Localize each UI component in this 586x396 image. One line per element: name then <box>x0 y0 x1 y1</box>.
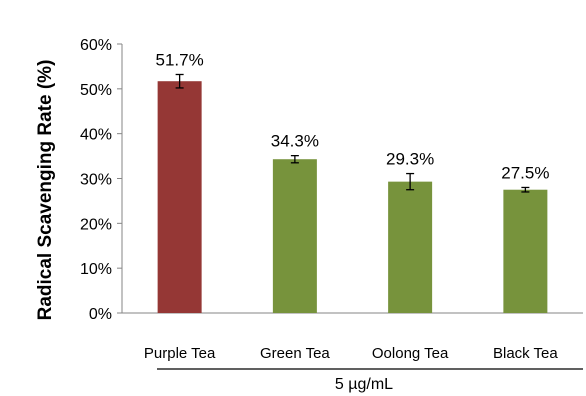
category-label: Oolong Tea <box>372 345 449 362</box>
error-bars-group <box>175 73 530 193</box>
y-axis-title: Radical Scavenging Rate (%) <box>35 60 56 321</box>
data-labels-group: 51.7% 34.3% 29.3% 27.5% <box>156 50 550 182</box>
bar-black-tea <box>503 189 548 313</box>
error-bar <box>290 154 299 164</box>
bar-green-tea <box>272 159 317 313</box>
group-label: 5 µg/mL <box>335 376 393 393</box>
error-bar <box>175 73 184 89</box>
y-tick-label: 50% <box>80 82 112 99</box>
y-tick-label: 0% <box>89 306 112 323</box>
category-label: Green Tea <box>260 345 330 362</box>
y-axis-ticks: 0% 10% 20% 30% 40% 50% 60% <box>80 37 122 323</box>
bars-group <box>157 81 548 313</box>
category-labels-group: Purple Tea Green Tea Oolong Tea Black Tea <box>144 345 559 362</box>
y-axis-title-group: Radical Scavenging Rate (%) <box>35 60 56 321</box>
data-label: 29.3% <box>386 150 434 169</box>
y-tick-label: 10% <box>80 261 112 278</box>
error-bar <box>521 186 530 193</box>
data-label: 27.5% <box>501 163 549 182</box>
data-label: 51.7% <box>156 50 204 69</box>
y-tick-label: 20% <box>80 216 112 233</box>
error-bar <box>406 172 415 191</box>
y-tick-label: 40% <box>80 127 112 144</box>
bar-oolong-tea <box>388 181 433 313</box>
category-label: Purple Tea <box>144 345 216 362</box>
data-label: 34.3% <box>271 132 319 151</box>
y-tick-label: 60% <box>80 37 112 54</box>
y-tick-label: 30% <box>80 172 112 189</box>
category-label: Black Tea <box>493 345 558 362</box>
bar-purple-tea <box>157 81 202 313</box>
